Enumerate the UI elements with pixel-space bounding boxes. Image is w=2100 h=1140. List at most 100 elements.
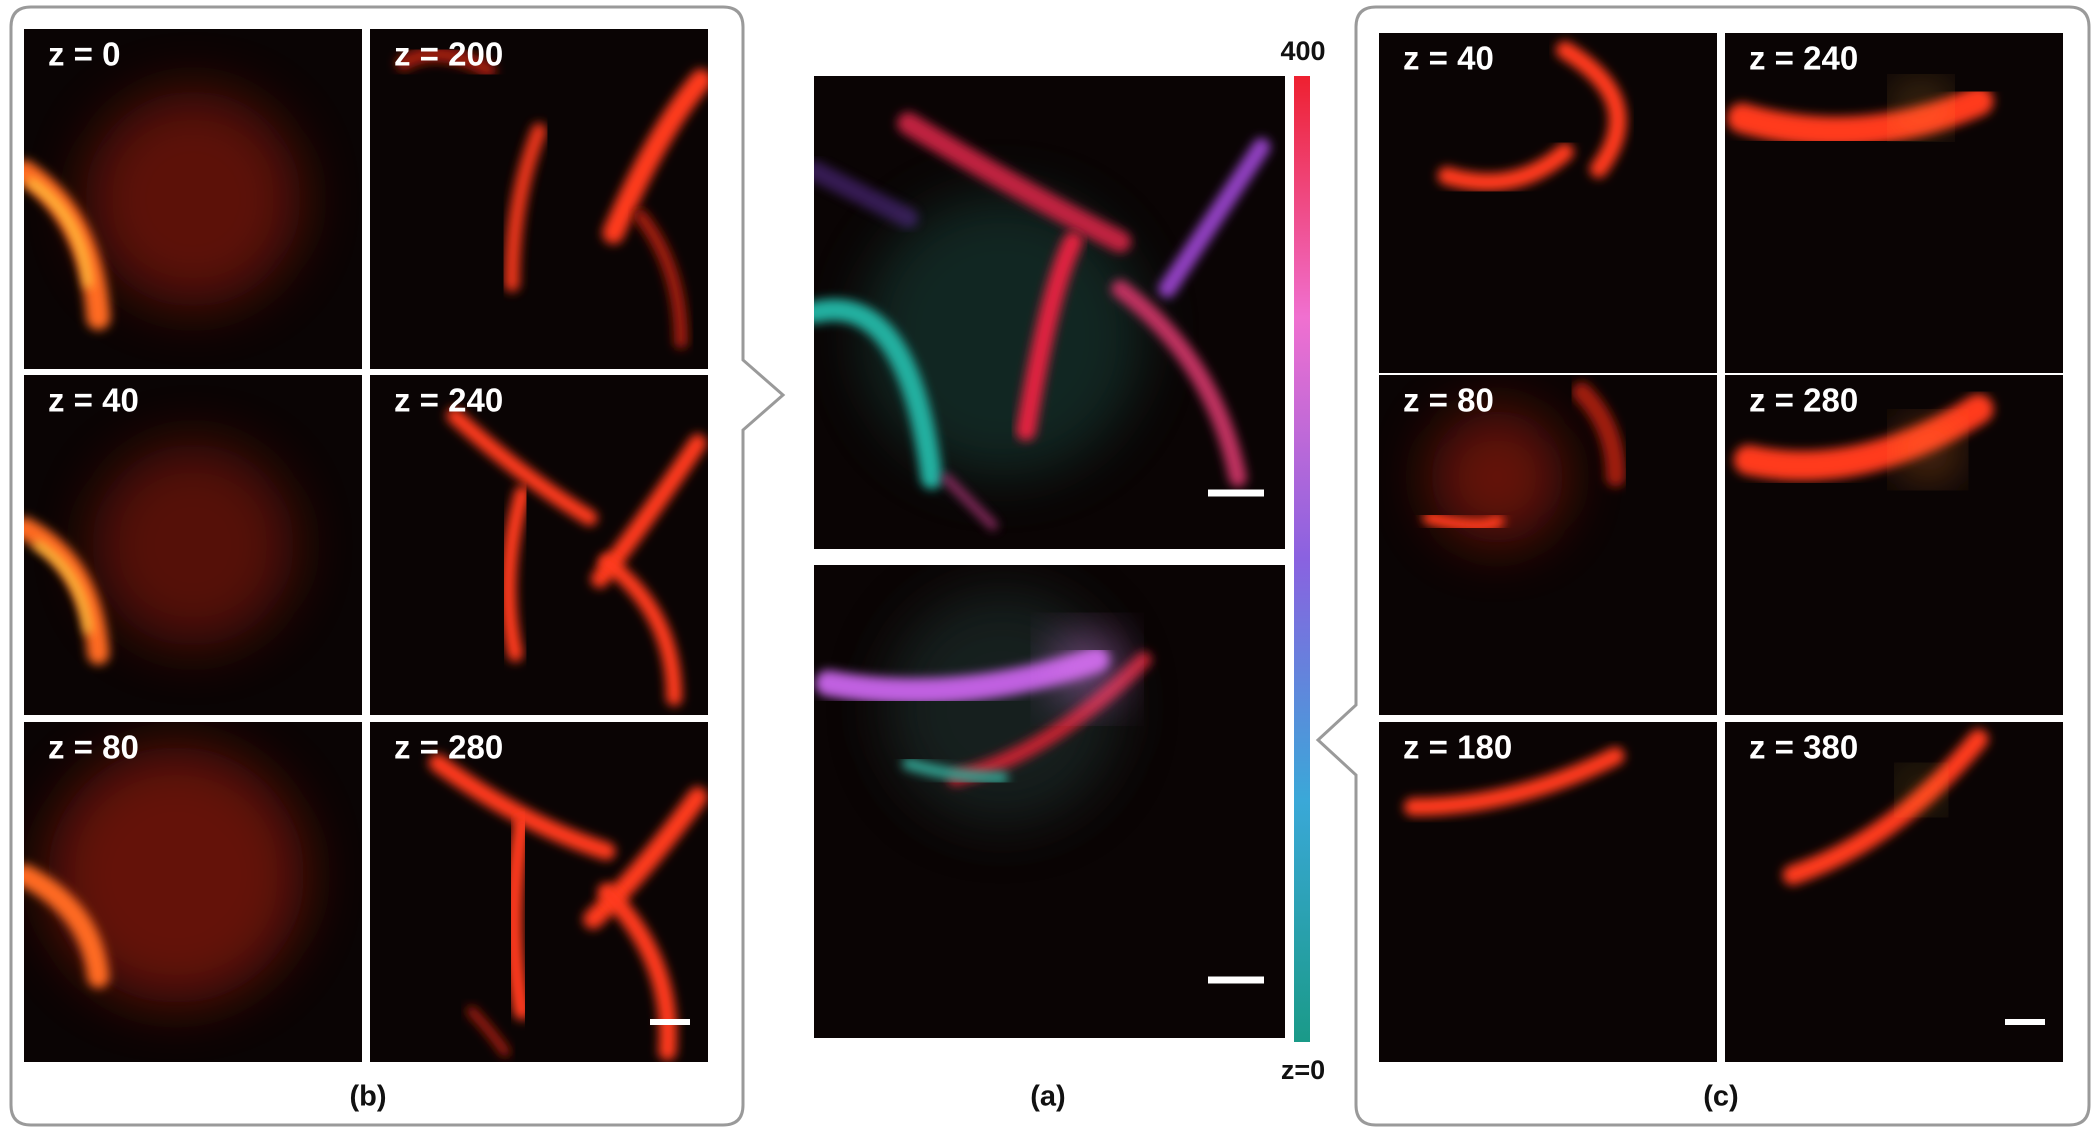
tile-label: z = 200: [394, 36, 503, 73]
image-content: [1422, 382, 1626, 545]
filament: [395, 46, 497, 78]
filament: [446, 407, 598, 526]
filament: [1571, 382, 1626, 487]
panel-label: (b): [349, 1081, 386, 1113]
callout-box-c: [1315, 5, 2091, 1127]
image-content: [1733, 394, 1994, 481]
filament: [24, 864, 110, 988]
image-background: [370, 375, 708, 715]
filament: [1403, 747, 1625, 816]
image-content: [24, 746, 305, 1004]
image-tile: z = 80: [1379, 375, 1717, 715]
filament: [33, 541, 93, 634]
panel-label: (a): [1030, 1081, 1065, 1113]
filament: [940, 473, 998, 531]
image-tile: z = 40: [1379, 33, 1717, 373]
tile-label: z = 240: [1749, 40, 1858, 77]
filament: [633, 209, 688, 349]
image-content: [428, 753, 708, 1061]
tile-label: z = 180: [1403, 729, 1512, 766]
filament: [814, 298, 943, 490]
blob: [1907, 429, 1949, 471]
filament: [1437, 143, 1574, 192]
blob: [1904, 90, 1938, 125]
image-tile: z = 280: [1725, 375, 2063, 715]
filament: [1726, 86, 1994, 147]
image-content: [814, 112, 1271, 531]
image-tile: z = 240: [1725, 33, 2063, 373]
tile-label: z = 80: [1403, 382, 1494, 419]
image-tile: z = 200: [370, 29, 708, 369]
tile-label: z = 240: [394, 382, 503, 419]
filament: [598, 554, 683, 706]
image-content: [24, 443, 295, 665]
tile-label: z = 280: [1749, 382, 1858, 419]
image-content: [1782, 729, 1989, 885]
filament: [947, 651, 1152, 786]
center-image: [814, 565, 1285, 1038]
image-tile: z = 380: [1725, 722, 2063, 1062]
filament: [466, 1006, 511, 1057]
filament: [26, 178, 93, 288]
filament: [1158, 137, 1271, 298]
image-background: [1725, 33, 2063, 373]
filament: [602, 69, 708, 244]
blob: [1058, 640, 1116, 698]
filament: [1422, 510, 1505, 533]
image-content: [24, 90, 302, 330]
panel-label: (c): [1703, 1081, 1738, 1113]
filament: [500, 486, 531, 662]
image-background: [1725, 722, 2063, 1062]
image-content: [1726, 86, 1994, 147]
image-tile: z = 180: [1379, 722, 1717, 1062]
image-tile: z = 280: [370, 722, 708, 1062]
tile-label: z = 280: [394, 729, 503, 766]
image-background: [370, 722, 708, 1062]
blob: [84, 90, 302, 308]
blob: [47, 746, 305, 1004]
image-tile: z = 0: [24, 29, 362, 369]
tile-label: z = 40: [1403, 40, 1494, 77]
filament: [504, 815, 532, 1020]
tile-label: z = 80: [48, 729, 139, 766]
filament: [814, 160, 919, 228]
image-tile: z = 40: [24, 375, 362, 715]
filament: [1015, 231, 1084, 441]
image-content: [815, 589, 1152, 825]
image-background: [1379, 722, 1717, 1062]
filament: [1782, 729, 1989, 885]
filament: [583, 786, 708, 930]
callout-box-b: [9, 5, 786, 1127]
center-image: [814, 76, 1285, 549]
filament: [24, 517, 110, 665]
tile-label: z = 0: [48, 36, 120, 73]
blob: [884, 589, 1121, 825]
image-background: [370, 29, 708, 369]
tile-label: z = 40: [48, 382, 139, 419]
filament: [1733, 394, 1994, 481]
filament: [1111, 279, 1247, 488]
image-tile: z = 80: [24, 722, 362, 1062]
colorbar-bottom-label: z=0: [1281, 1055, 1325, 1085]
blob: [1429, 409, 1565, 545]
image-background: [1379, 33, 1717, 373]
image-content: [1403, 747, 1625, 816]
tile-label: z = 380: [1749, 729, 1858, 766]
image-background: [1725, 375, 2063, 715]
colorbar: [1294, 76, 1310, 1042]
colorbar-top-label: 400: [1280, 36, 1325, 66]
blob: [91, 443, 295, 647]
filament: [503, 123, 547, 292]
blob: [1907, 776, 1935, 804]
image-content: [395, 46, 708, 349]
image-content: [446, 407, 707, 706]
image-tile: z = 240: [370, 375, 708, 715]
filament: [1555, 41, 1627, 178]
filament: [597, 883, 678, 1061]
image-background: [1379, 375, 1717, 715]
image-content: [1437, 41, 1627, 192]
filament: [902, 757, 1009, 784]
filament: [897, 112, 1132, 253]
